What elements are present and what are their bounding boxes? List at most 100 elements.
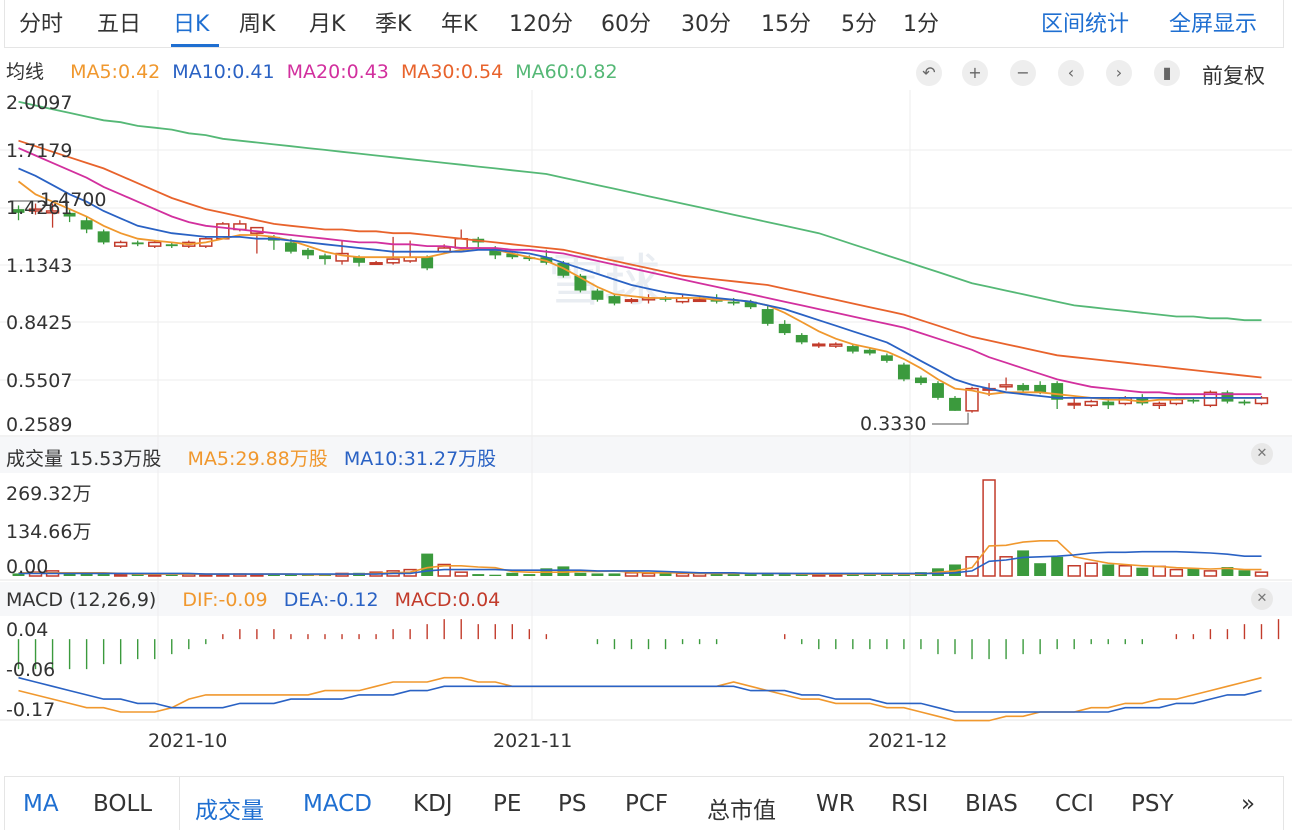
tab-fenshi[interactable]: 分时	[19, 12, 64, 37]
candle-body	[778, 323, 791, 334]
volume-bar	[812, 573, 826, 577]
ma20-line	[18, 147, 1262, 396]
candle-body	[97, 231, 110, 243]
active-tab-indicator	[171, 44, 219, 47]
tab-daily-k[interactable]: 日K	[173, 12, 210, 37]
range-stats-link[interactable]: 区间统计	[1041, 12, 1130, 37]
volume-bar	[472, 574, 485, 576]
candle-body	[1067, 402, 1081, 406]
fullscreen-link[interactable]: 全屏显示	[1169, 12, 1258, 37]
volume-bar	[982, 479, 996, 577]
indicator-psy[interactable]: PSY	[1131, 791, 1174, 817]
volume-bar	[63, 572, 76, 576]
volume-bar	[1152, 565, 1167, 577]
tab-weekly-k[interactable]: 周K	[239, 12, 276, 37]
indicator-pcf[interactable]: PCF	[625, 791, 669, 817]
indicator-macd[interactable]: MACD	[303, 791, 372, 817]
candle-body	[863, 349, 876, 354]
tab-1min[interactable]: 1分	[903, 12, 939, 37]
candle-body	[1136, 397, 1149, 404]
candle-body	[812, 343, 826, 347]
tab-15min[interactable]: 15分	[761, 12, 811, 37]
tab-quarterly-k[interactable]: 季K	[375, 12, 412, 37]
tab-monthly-k[interactable]: 月K	[309, 12, 346, 37]
candle-body	[1203, 391, 1218, 407]
volume-bar	[1102, 564, 1115, 576]
candle-body	[12, 209, 25, 213]
volume-value: 成交量 15.53万股	[6, 448, 162, 470]
more-indicators-icon[interactable]: »	[1241, 791, 1256, 817]
volume-bar	[1221, 567, 1234, 576]
candle-body	[999, 384, 1013, 388]
zoom-in-icon[interactable]: +	[962, 60, 988, 86]
indicator-wr[interactable]: WR	[816, 791, 855, 817]
indicator-bias[interactable]: BIAS	[965, 791, 1018, 817]
candle-body	[692, 299, 707, 303]
candle-body	[574, 275, 587, 291]
indicator-pe[interactable]: PE	[493, 791, 522, 817]
indicator-boll[interactable]: BOLL	[93, 791, 153, 817]
ma30-line	[18, 139, 1262, 379]
date-label: 2021-11	[493, 730, 573, 752]
undo-icon[interactable]: ↶	[916, 60, 942, 86]
price-axis-label: 2.0097	[6, 92, 73, 114]
candle-body	[710, 299, 723, 302]
ma5-value: MA5:0.42	[70, 61, 161, 83]
dif-value: DIF:-0.09	[182, 589, 268, 611]
volume-bar	[454, 571, 468, 577]
candle-body	[113, 241, 128, 247]
macd-axis-label: -0.17	[6, 699, 56, 721]
indicator-ma[interactable]: MA	[23, 791, 59, 817]
indicator-ps[interactable]: PS	[558, 791, 587, 817]
tab-30min[interactable]: 30分	[681, 12, 731, 37]
low-price-annotation: 0.3330	[860, 413, 927, 435]
kline-chart[interactable]: 雪球	[0, 0, 1292, 760]
close-volume-icon[interactable]: ✕	[1251, 443, 1273, 465]
dea-line	[18, 676, 1262, 713]
volume-legend: 成交量 15.53万股 MA5:29.88万股 MA10:31.27万股	[6, 444, 502, 471]
volume-bar	[1051, 556, 1064, 576]
tab-60min[interactable]: 60分	[601, 12, 651, 37]
candle-body	[932, 383, 944, 398]
indicator-divider	[179, 777, 180, 830]
candle-body	[302, 249, 314, 256]
dif-line	[18, 676, 1262, 722]
price-axis-label: 1.1343	[6, 255, 73, 277]
scroll-right-icon[interactable]: ›	[1106, 60, 1132, 86]
volume-bar	[97, 574, 110, 576]
indicator-cci[interactable]: CCI	[1055, 791, 1094, 817]
volume-bar	[216, 573, 230, 577]
volume-axis-label: 0.00	[6, 556, 49, 578]
candle-body	[284, 242, 297, 252]
volume-bar	[1254, 571, 1269, 577]
candle-body	[45, 210, 60, 214]
indicator-volume[interactable]: 成交量	[195, 798, 264, 824]
ma20-value: MA20:0.43	[286, 61, 389, 83]
zoom-out-icon[interactable]: −	[1010, 60, 1036, 86]
tab-5min[interactable]: 5分	[841, 12, 877, 37]
indicator-rsi[interactable]: RSI	[891, 791, 929, 817]
tab-five-day[interactable]: 五日	[97, 12, 142, 37]
candle-body	[1084, 400, 1098, 407]
candle-icon[interactable]: ▮	[1154, 60, 1180, 86]
close-macd-icon[interactable]: ✕	[1251, 588, 1273, 610]
ma10-value: MA10:0.41	[172, 61, 275, 83]
volume-bar	[829, 573, 843, 577]
volume-bar	[1136, 567, 1149, 576]
indicator-kdj[interactable]: KDJ	[413, 791, 453, 817]
tab-yearly-k[interactable]: 年K	[441, 12, 478, 37]
volume-bar	[641, 572, 656, 577]
candle-body	[369, 262, 383, 266]
high-price-annotation: 1.4700	[40, 189, 107, 211]
dea-value: DEA:-0.12	[283, 589, 379, 611]
tab-120min[interactable]: 120分	[509, 12, 573, 37]
scroll-left-icon[interactable]: ‹	[1058, 60, 1084, 86]
candle-body	[1102, 401, 1115, 406]
volume-axis-label: 134.66万	[6, 521, 92, 543]
candle-body	[1221, 392, 1234, 402]
candle-body	[1051, 383, 1064, 400]
volume-bar	[778, 574, 791, 576]
indicator-market-cap[interactable]: 总市值	[707, 798, 776, 824]
adjust-mode-button[interactable]: 前复权	[1202, 64, 1265, 88]
candle-body	[591, 290, 604, 300]
